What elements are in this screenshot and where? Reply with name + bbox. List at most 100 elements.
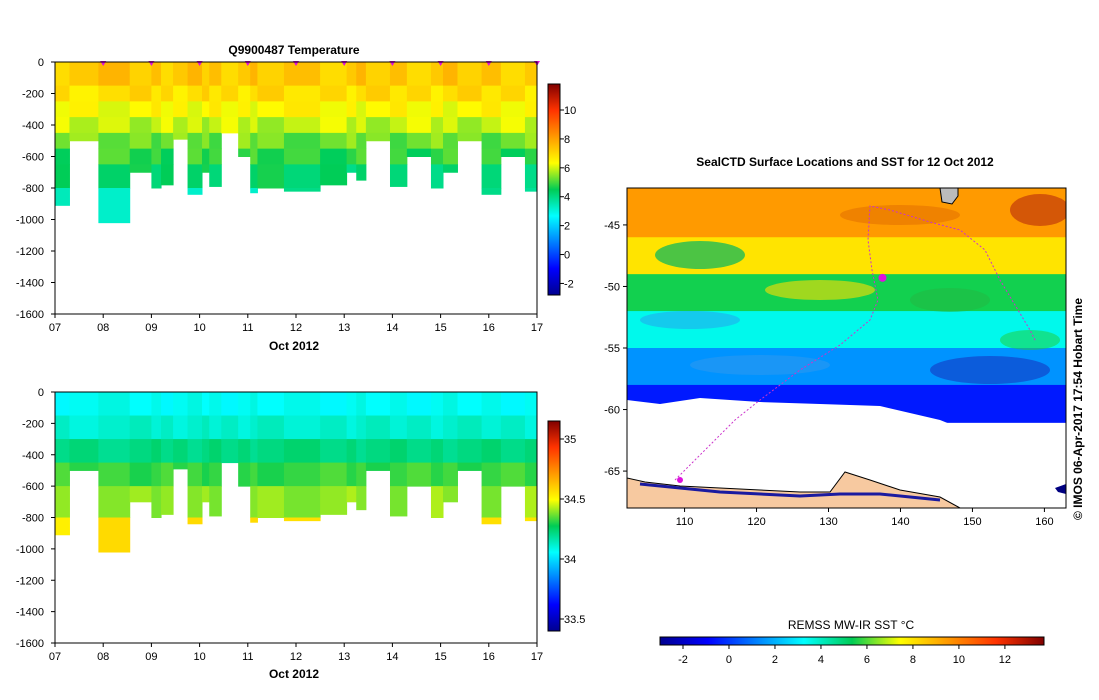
x-tick-label: 10 [193,651,205,663]
east-edge-ice [1055,484,1066,494]
x-tick-label: 12 [290,322,302,334]
salinity-cell [457,415,483,440]
temperature-cell [55,117,70,134]
temperature-cell [209,164,222,187]
sst-colorbar: REMSS MW-IR SST °C -2 0 2 4 6 8 10 12 [659,618,1045,666]
temperature-cell [250,101,258,118]
temperature-cell [389,62,408,87]
temperature-cell [443,117,458,134]
temperature-cell [69,117,99,134]
temperature-cell [389,101,408,118]
sst-colorbar-tick-label: 4 [818,654,824,666]
y-tick-label: -1600 [16,309,44,321]
temperature-panel: Q9900487 Temperature 0 -200 -400 -600 -800 -1… [16,43,576,353]
temperature-cell [406,117,432,134]
temperature-cell [161,85,174,102]
salinity-cells [55,392,537,553]
salinity-cell [161,462,174,487]
salinity-cell [202,439,210,464]
temperature-cell [209,148,222,165]
temperature-cell [406,101,432,118]
temperature-cell [187,164,203,189]
salinity-cell [98,392,131,417]
y-tick-label: -1400 [16,607,44,619]
temperature-colorbar-ticks: -2 0 2 4 6 8 10 [560,105,576,290]
temperature-cell [238,85,251,102]
salinity-cell [365,439,391,464]
sst-map-panel: SealCTD Surface Locations and SST for 12… [604,155,1085,666]
x-tick-label: 09 [145,322,157,334]
temperature-cell [430,132,444,150]
temperature-cell [202,132,210,150]
temperature-cell [257,85,285,102]
salinity-cell [443,392,458,417]
temperature-cell [430,117,444,134]
temperature-colorbar-ramp [547,83,561,296]
colorbar-tick-label: 0 [564,250,570,262]
temperature-cell [55,188,70,206]
sst-colorbar-tick-label: 6 [864,654,870,666]
temperature-cell [406,148,432,157]
salinity-cell [320,415,348,440]
temperature-cell [69,62,99,87]
salinity-cell [356,439,367,464]
salinity-cell [457,462,483,471]
temperature-cell [346,148,357,165]
salinity-cell [209,439,222,464]
temperature-cell [173,132,189,140]
salinity-cell [69,415,99,440]
salinity-cell [389,462,408,487]
y-tick-label: -1000 [16,544,44,556]
temperature-cell [283,148,321,165]
x-tick-label: 11 [242,651,253,663]
temperature-cell [500,148,526,157]
temperature-cell [221,101,239,118]
salinity-colorbar-ticks: 33.5 34 34.5 35 [560,434,585,626]
salinity-cell [430,415,444,440]
temperature-cell [98,164,131,189]
temperature-title: Q9900487 Temperature [228,43,360,57]
x-tick-label: 12 [290,651,302,663]
temperature-cell [238,101,251,118]
temperature-cell [221,85,239,102]
salinity-cell [320,392,348,417]
colorbar-tick-label: 34 [564,554,576,566]
temperature-cell [209,62,222,87]
map-field [627,188,1066,508]
temperature-cell [202,164,210,173]
salinity-y-axis: 0 -200 -400 -600 -800 -1000 -1200 -1400 -1600 [16,387,55,650]
salinity-cell [283,462,321,487]
salinity-cell [55,439,70,464]
temperature-cell [173,117,189,134]
temperature-cell [129,101,152,118]
x-tick-label: 16 [483,651,495,663]
y-tick-label: -800 [22,513,44,525]
temperature-cell [69,132,99,142]
salinity-cell [209,486,222,517]
x-tick-label: 08 [97,651,109,663]
salinity-cell [346,392,357,417]
temperature-cell [151,62,162,87]
y-tick-label: -1600 [16,638,44,650]
salinity-cell [209,415,222,440]
x-tick-label: 07 [49,322,61,334]
lon-tick-label: 150 [963,516,981,528]
temperature-cell [55,132,70,150]
salinity-cell [500,415,526,440]
seal-position-marker [878,273,887,282]
salinity-cell [481,392,502,417]
temperature-cell [457,101,483,118]
colorbar-tick-label: 8 [564,134,570,146]
lat-tick-label: -60 [604,405,620,417]
temperature-cell [356,101,367,118]
salinity-cell [500,439,526,464]
temperature-cell [257,164,285,189]
lon-tick-label: 160 [1035,516,1053,528]
salinity-cell [129,415,152,440]
salinity-cell [161,415,174,440]
temperature-xlabel: Oct 2012 [269,339,319,353]
salinity-cell [55,486,70,518]
salinity-cell [187,486,203,518]
temperature-cell [524,85,537,102]
temperature-cell [406,85,432,102]
